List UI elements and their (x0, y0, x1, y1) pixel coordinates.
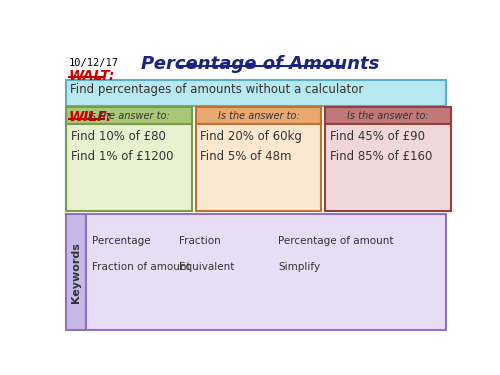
Text: Find 45% of £90: Find 45% of £90 (330, 130, 425, 144)
Text: Simplify: Simplify (278, 262, 320, 272)
Text: Percentage of amount: Percentage of amount (278, 236, 394, 246)
Text: Keywords: Keywords (71, 242, 81, 303)
FancyBboxPatch shape (66, 124, 192, 210)
FancyBboxPatch shape (325, 107, 451, 124)
Text: Find 5% of 48m: Find 5% of 48m (200, 150, 292, 164)
Text: Find 1% of £1200: Find 1% of £1200 (71, 150, 174, 164)
Text: WALT:: WALT: (68, 69, 115, 83)
FancyBboxPatch shape (196, 124, 322, 210)
Text: Is the answer to:: Is the answer to: (347, 111, 429, 121)
FancyBboxPatch shape (86, 214, 446, 330)
FancyBboxPatch shape (196, 107, 322, 124)
FancyBboxPatch shape (66, 107, 192, 124)
Text: Is the answer to:: Is the answer to: (88, 111, 170, 121)
Text: Find percentages of amounts without a calculator: Find percentages of amounts without a ca… (70, 84, 364, 96)
FancyBboxPatch shape (66, 80, 446, 106)
Text: Find 20% of 60kg: Find 20% of 60kg (200, 130, 302, 144)
Text: Find 10% of £80: Find 10% of £80 (71, 130, 166, 144)
Text: 10/12/17: 10/12/17 (68, 58, 118, 68)
Text: WILF:: WILF: (68, 111, 112, 125)
Text: Find 85% of £160: Find 85% of £160 (330, 150, 432, 164)
Text: Equivalent: Equivalent (179, 262, 234, 272)
Text: Fraction of amount: Fraction of amount (92, 262, 190, 272)
Text: Is the answer to:: Is the answer to: (218, 111, 300, 121)
Text: Percentage: Percentage (92, 236, 150, 246)
Text: Percentage of Amounts: Percentage of Amounts (141, 55, 380, 73)
FancyBboxPatch shape (66, 214, 86, 330)
Text: Fraction: Fraction (179, 236, 220, 246)
FancyBboxPatch shape (325, 124, 451, 210)
